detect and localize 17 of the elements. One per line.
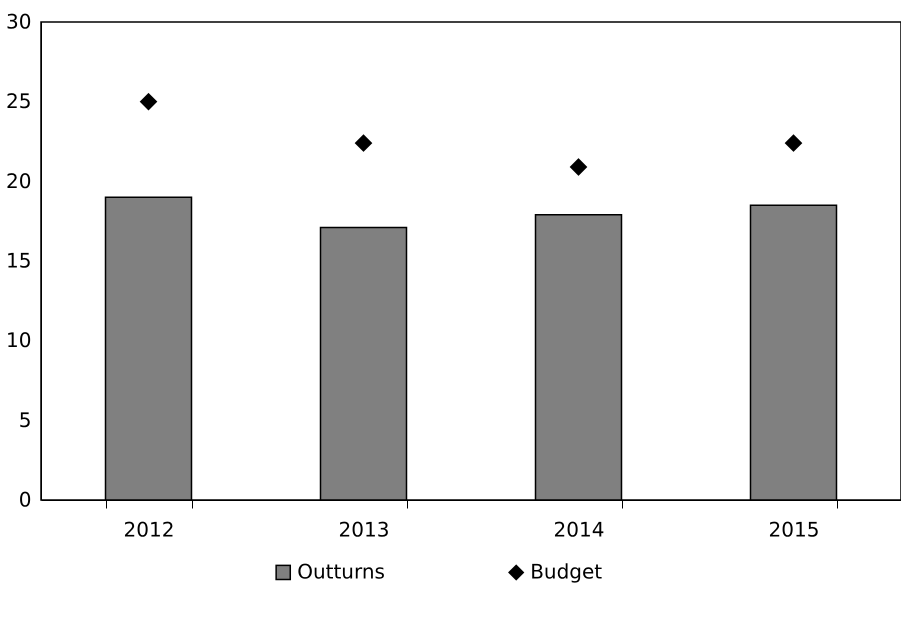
legend-label: Outturns [297, 559, 385, 584]
point [785, 134, 802, 152]
y-tick-label: 20 [6, 168, 32, 193]
x-tick-label: 2012 [124, 518, 174, 542]
point [140, 93, 157, 110]
y-tick-label: 0 [18, 488, 32, 512]
point [355, 134, 372, 152]
legend-label: Budget [530, 559, 602, 584]
y-tick-label: 25 [6, 89, 32, 114]
point [570, 158, 587, 176]
x-tick-label: 2015 [768, 518, 820, 542]
y-tick-label: 30 [6, 10, 32, 34]
y-tick-label: 5 [18, 408, 32, 432]
x-tick-label: 2014 [554, 518, 604, 542]
y-tick-label: 10 [6, 328, 32, 352]
y-tick-label: 15 [6, 248, 32, 272]
x-tick-label: 2013 [338, 518, 390, 542]
